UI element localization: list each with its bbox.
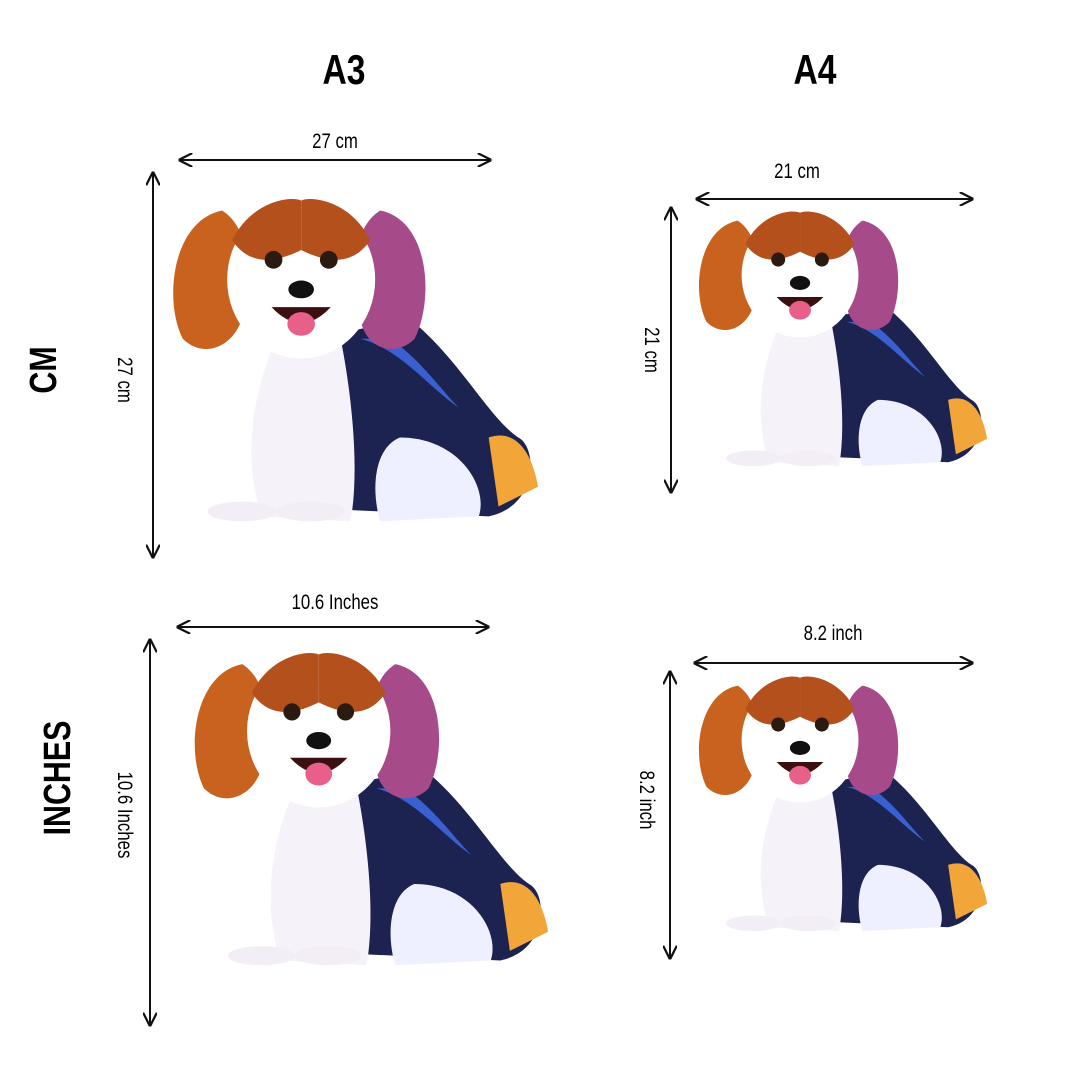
- width-label: 27 cm: [312, 130, 358, 153]
- row-label: CM: [23, 346, 65, 393]
- product-image: [173, 199, 538, 522]
- height-label: 21 cm: [639, 327, 662, 373]
- height-label: 10.6 Inches: [112, 772, 135, 859]
- row-label: INCHES: [37, 721, 79, 836]
- width-label: 10.6 Inches: [292, 591, 379, 614]
- product-image: [698, 211, 988, 467]
- width-label: 21 cm: [774, 160, 820, 183]
- column-label: A4: [794, 48, 837, 94]
- column-label: A3: [323, 48, 366, 94]
- product-image: [194, 653, 549, 966]
- height-label: 8.2 inch: [634, 771, 657, 830]
- height-label: 27 cm: [112, 357, 135, 403]
- product-image: [698, 676, 988, 932]
- width-label: 8.2 inch: [804, 622, 863, 645]
